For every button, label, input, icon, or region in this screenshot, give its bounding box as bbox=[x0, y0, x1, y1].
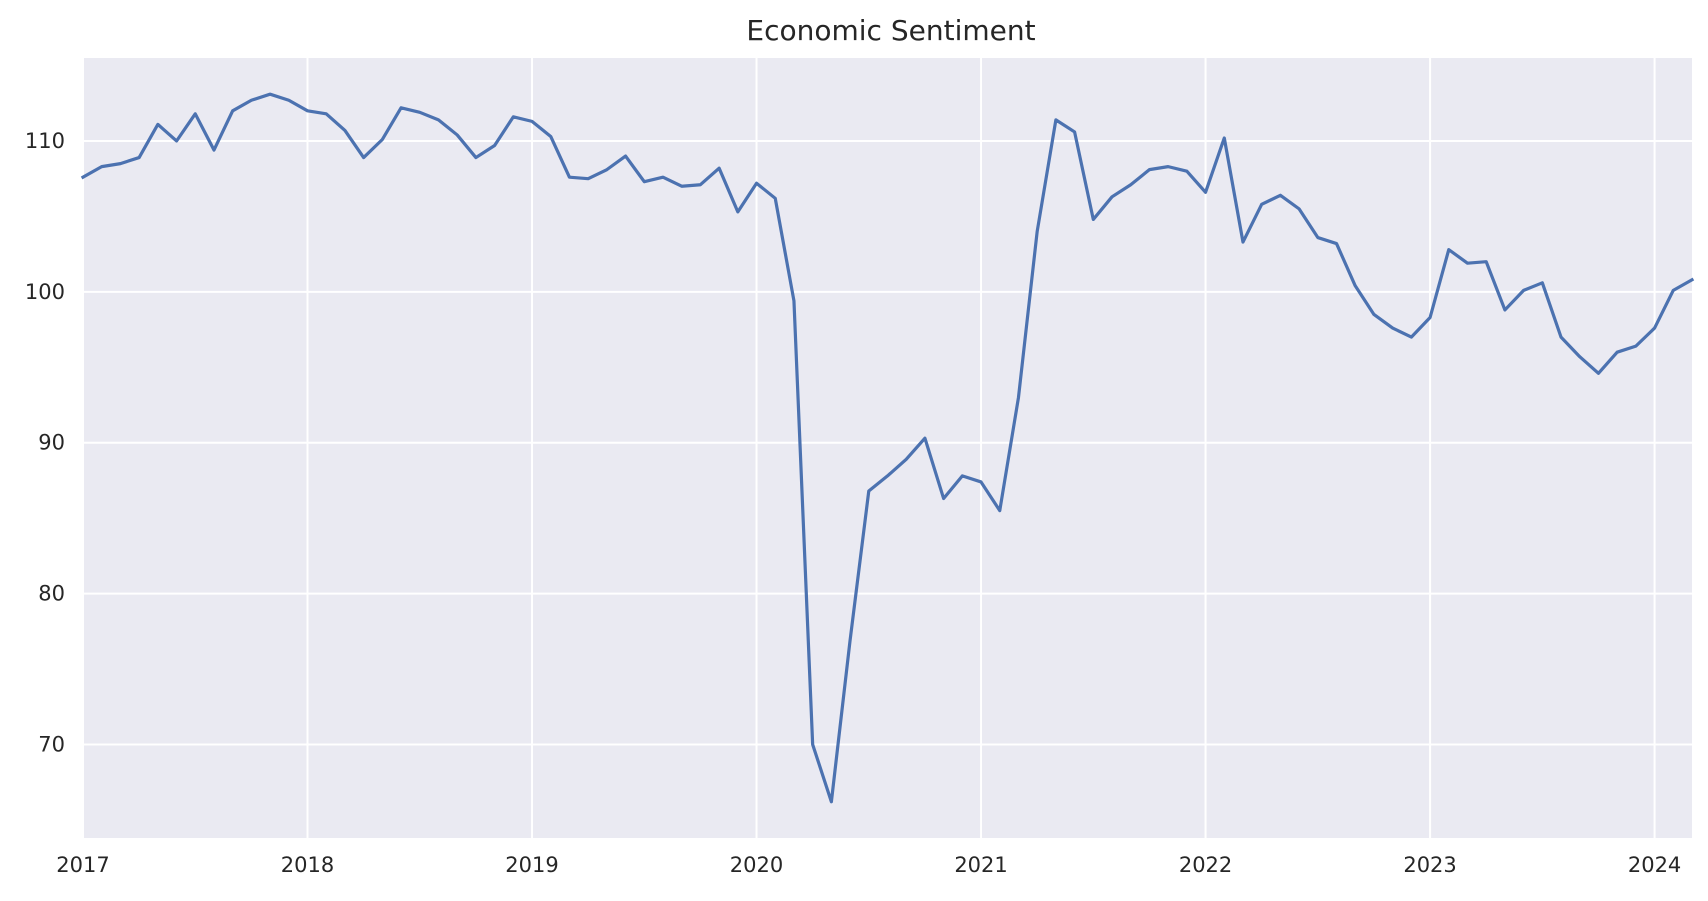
x-tick-label: 2019 bbox=[505, 853, 558, 877]
y-tick-label: 80 bbox=[38, 582, 65, 606]
x-tick-label: 2018 bbox=[281, 853, 334, 877]
y-tick-label: 110 bbox=[25, 129, 65, 153]
x-tick-label: 2017 bbox=[56, 853, 109, 877]
x-tick-label: 2021 bbox=[954, 853, 1007, 877]
x-tick-label: 2022 bbox=[1179, 853, 1232, 877]
x-axis: 2017 2018 2019 2020 2021 2022 2023 2024 bbox=[56, 853, 1681, 877]
x-tick-label: 2023 bbox=[1403, 853, 1456, 877]
plot-area bbox=[83, 58, 1692, 838]
y-tick-label: 70 bbox=[38, 732, 65, 756]
series-layer bbox=[80, 92, 1695, 804]
y-axis: 70 80 90 100 110 bbox=[25, 129, 65, 756]
y-tick-label: 90 bbox=[38, 431, 65, 455]
chart-title: Economic Sentiment bbox=[746, 14, 1035, 47]
y-tick-label: 100 bbox=[25, 280, 65, 304]
series-line bbox=[80, 92, 1695, 804]
x-tick-label: 2024 bbox=[1628, 853, 1681, 877]
x-tick-label: 2020 bbox=[730, 853, 783, 877]
